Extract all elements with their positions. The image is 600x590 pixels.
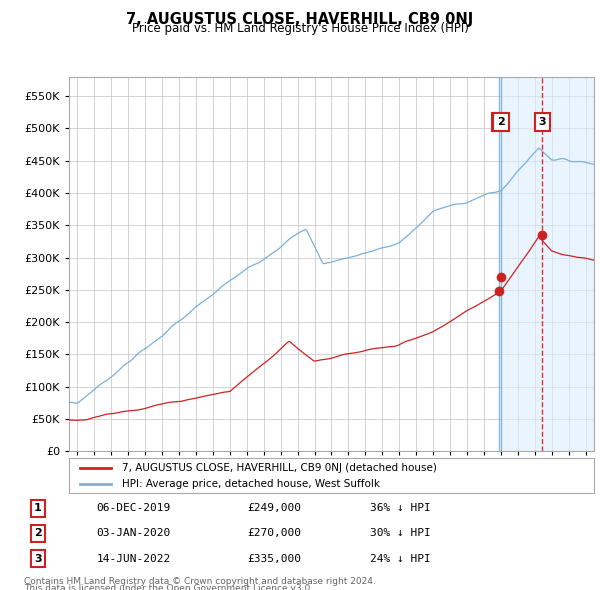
Text: 24% ↓ HPI: 24% ↓ HPI [370, 553, 431, 563]
Text: 14-JUN-2022: 14-JUN-2022 [97, 553, 171, 563]
Text: £335,000: £335,000 [247, 553, 301, 563]
Text: Contains HM Land Registry data © Crown copyright and database right 2024.: Contains HM Land Registry data © Crown c… [24, 577, 376, 586]
Text: HPI: Average price, detached house, West Suffolk: HPI: Average price, detached house, West… [121, 479, 380, 489]
Text: 06-DEC-2019: 06-DEC-2019 [97, 503, 171, 513]
Text: £249,000: £249,000 [247, 503, 301, 513]
Text: 36% ↓ HPI: 36% ↓ HPI [370, 503, 431, 513]
Text: This data is licensed under the Open Government Licence v3.0.: This data is licensed under the Open Gov… [24, 584, 313, 590]
Text: 3: 3 [34, 553, 42, 563]
Text: 3: 3 [539, 117, 546, 127]
Text: Price paid vs. HM Land Registry's House Price Index (HPI): Price paid vs. HM Land Registry's House … [131, 22, 469, 35]
Text: 7, AUGUSTUS CLOSE, HAVERHILL, CB9 0NJ (detached house): 7, AUGUSTUS CLOSE, HAVERHILL, CB9 0NJ (d… [121, 463, 436, 473]
Text: 2: 2 [497, 117, 505, 127]
Text: 2: 2 [34, 529, 42, 538]
Bar [501, 77, 594, 451]
Text: 7, AUGUSTUS CLOSE, HAVERHILL, CB9 0NJ: 7, AUGUSTUS CLOSE, HAVERHILL, CB9 0NJ [127, 12, 473, 27]
Text: 03-JAN-2020: 03-JAN-2020 [97, 529, 171, 538]
Text: 1: 1 [34, 503, 42, 513]
Text: £270,000: £270,000 [247, 529, 301, 538]
Text: 30% ↓ HPI: 30% ↓ HPI [370, 529, 431, 538]
Text: 1: 1 [496, 117, 503, 127]
